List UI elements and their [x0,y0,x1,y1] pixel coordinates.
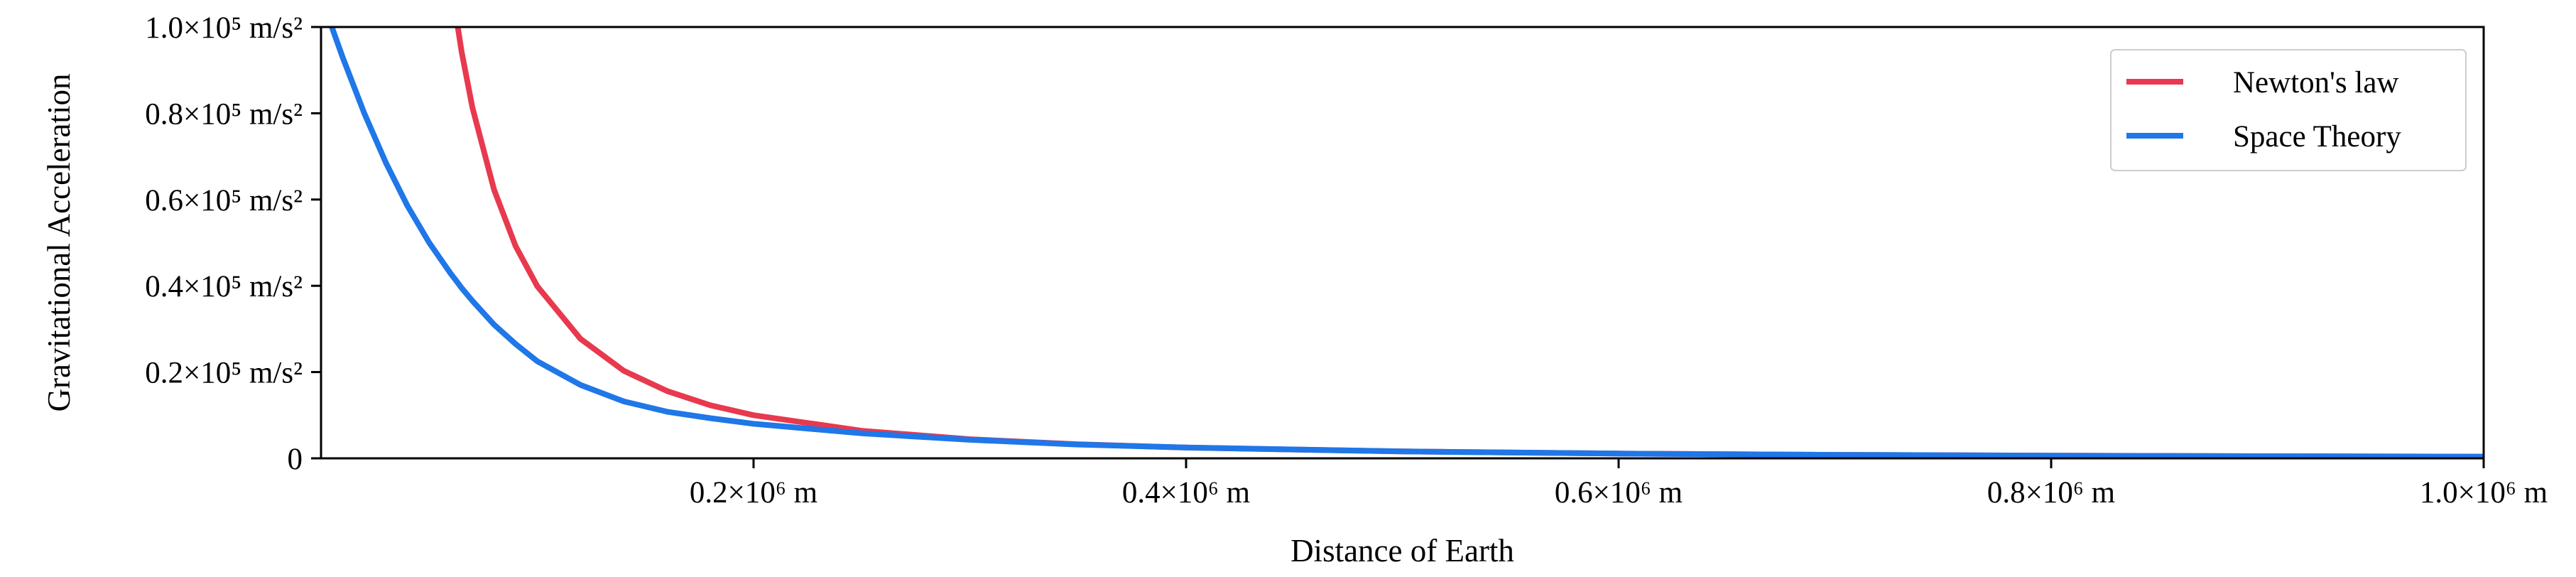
x-tick-label: 0.6×10⁶ m [1555,476,1683,509]
legend-box [2110,49,2467,171]
legend: Newton's law Space Theory [2110,49,2467,171]
x-axis-label: Distance of Earth [1290,533,1514,568]
y-axis: 0 0.2×10⁵ m/s² 0.4×10⁵ m/s² 0.6×10⁵ m/s² 0.8… [145,11,321,476]
x-axis: 0.2×10⁶ m 0.4×10⁶ m 0.6×10⁶ m 0.8×10⁶ m 1.0×… [690,458,2548,509]
y-tick-label: 0 [288,443,303,476]
series-line-space-theory [329,27,2484,458]
x-tick-label: 0.4×10⁶ m [1122,476,1250,509]
y-axis-label: Gravitational Acceleration [41,73,77,411]
legend-label-newtons-law: Newton's law [2233,66,2398,99]
x-tick-label: 0.2×10⁶ m [690,476,817,509]
x-tick-label: 1.0×10⁶ m [2420,476,2548,509]
y-tick-label: 0.8×10⁵ m/s² [145,97,303,131]
y-tick-label: 1.0×10⁵ m/s² [145,11,303,45]
y-tick-label: 0.4×10⁵ m/s² [145,270,303,303]
plot-frame [320,26,2485,460]
plot-lines [329,27,2484,458]
y-tick-label: 0.2×10⁵ m/s² [145,357,303,390]
legend-label-space-theory: Space Theory [2233,120,2401,153]
x-tick-label: 0.8×10⁶ m [1987,476,2115,509]
y-tick-label: 0.6×10⁵ m/s² [145,184,303,217]
